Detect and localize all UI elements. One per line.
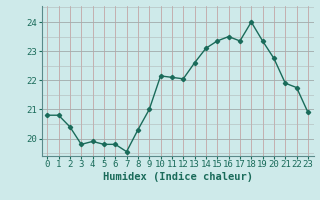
- X-axis label: Humidex (Indice chaleur): Humidex (Indice chaleur): [103, 172, 252, 182]
